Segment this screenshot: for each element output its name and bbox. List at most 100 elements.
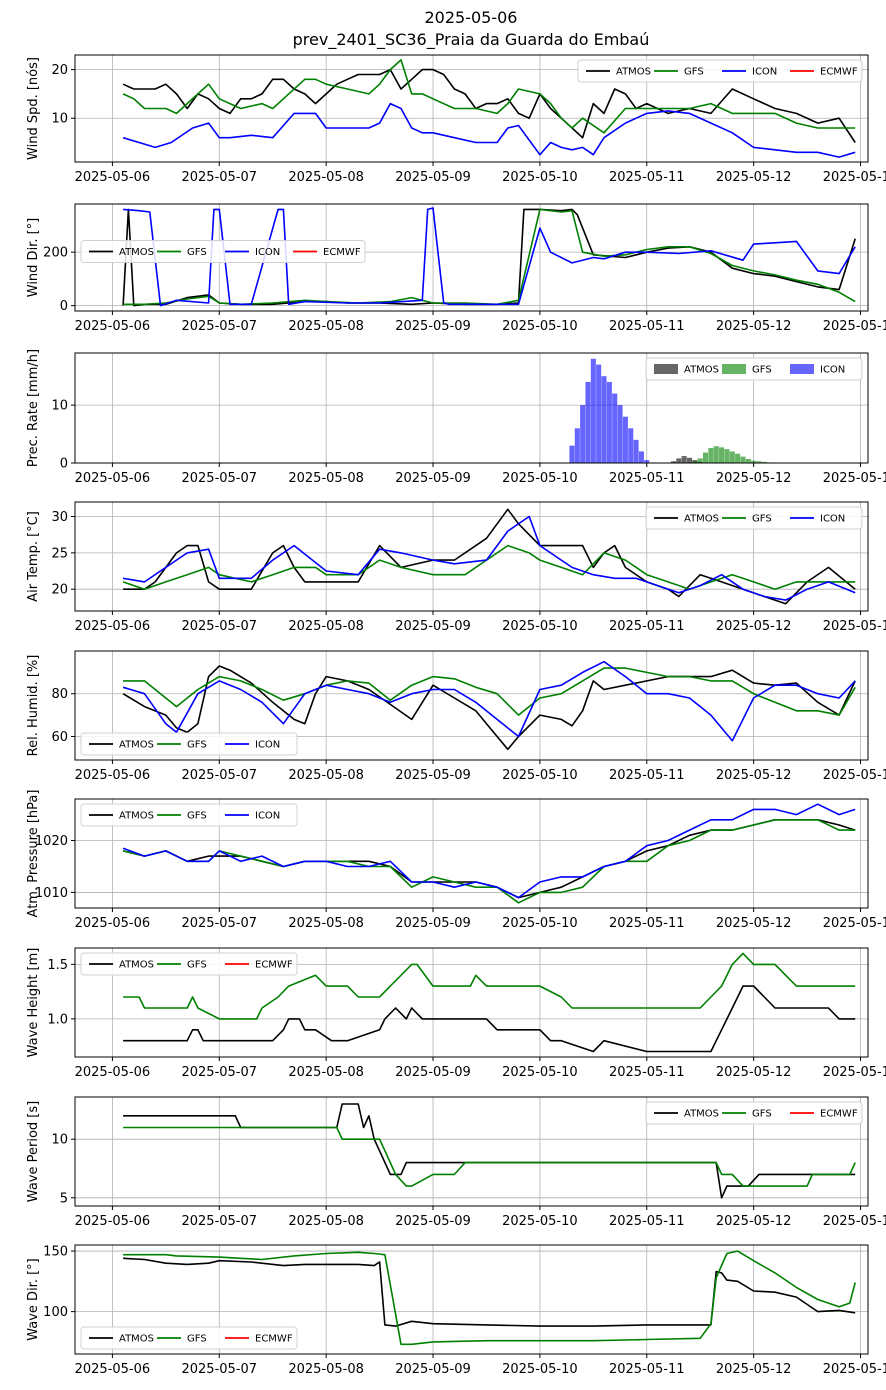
legend-swatch-atmos xyxy=(654,364,678,374)
panel-rel-humid: 60 80 2025-05-06 2025-05-07 2025-05-08 2025-0… xyxy=(26,650,886,783)
x-tick-label: 2025-05-07 xyxy=(181,619,257,634)
bar-icon xyxy=(580,405,586,463)
y-axis-label: Wave Height [m] xyxy=(26,948,41,1058)
y-tick-label: 20 xyxy=(51,63,68,78)
bar-atmos xyxy=(676,458,682,463)
x-tick-label: 2025-05-13 xyxy=(823,1214,886,1229)
legend-label-gfs: GFS xyxy=(752,1109,772,1120)
plot-area xyxy=(123,1250,856,1346)
x-tick-label: 2025-05-13 xyxy=(823,916,886,931)
x-tick-label: 2025-05-09 xyxy=(395,1362,471,1377)
series-line-atmos xyxy=(123,508,856,605)
bar-gfs xyxy=(729,451,735,463)
legend-label-ecmwf: ECMWF xyxy=(255,1334,293,1345)
x-tick-label: 2025-05-13 xyxy=(823,768,886,783)
bar-icon xyxy=(633,439,639,463)
x-tick-label: 2025-05-08 xyxy=(288,1214,364,1229)
x-tick-label: 2025-05-09 xyxy=(395,768,471,783)
y-tick-label: 60 xyxy=(51,730,68,745)
legend-box xyxy=(645,506,863,530)
series-line-gfs xyxy=(123,1126,856,1187)
bar-icon xyxy=(622,416,628,463)
x-tick-label: 2025-05-09 xyxy=(395,1214,471,1229)
y-tick-label: 80 xyxy=(51,687,68,702)
legend-box xyxy=(645,357,863,381)
x-tick-label: 2025-05-09 xyxy=(395,319,471,334)
legend-box xyxy=(645,1101,863,1125)
bar-gfs xyxy=(761,461,767,463)
legend-box xyxy=(80,732,298,756)
x-tick-label: 2025-05-12 xyxy=(716,1362,792,1377)
bar-icon xyxy=(569,445,575,463)
bar-icon xyxy=(628,428,634,463)
y-axis-label: Wave Dir. [°] xyxy=(26,1258,41,1341)
legend: ATMOS GFS ICON xyxy=(645,506,863,530)
x-tick-label: 2025-05-08 xyxy=(288,471,364,486)
x-tick-label: 2025-05-08 xyxy=(288,768,364,783)
x-tick-label: 2025-05-12 xyxy=(716,170,792,185)
bar-gfs xyxy=(703,452,709,463)
legend-label-atmos: ATMOS xyxy=(119,811,154,822)
series-line-icon xyxy=(122,515,856,601)
x-tick-label: 2025-05-12 xyxy=(716,319,792,334)
y-tick-label: 10 xyxy=(51,399,68,414)
series-line-gfs xyxy=(123,952,856,1020)
y-tick-label: 150 xyxy=(43,1245,68,1260)
x-tick-label: 2025-05-12 xyxy=(716,1065,792,1080)
bar-icon xyxy=(585,381,591,463)
x-tick-label: 2025-05-10 xyxy=(502,1065,578,1080)
x-tick-label: 2025-05-07 xyxy=(181,1362,257,1377)
legend-swatch-gfs xyxy=(722,364,746,374)
bar-gfs xyxy=(692,461,698,463)
y-axis-label: Prec. Rate [mm/h] xyxy=(26,349,41,467)
axes-frame xyxy=(74,947,869,1058)
x-tick-label: 2025-05-12 xyxy=(716,916,792,931)
x-tick-label: 2025-05-10 xyxy=(502,768,578,783)
bar-gfs xyxy=(745,458,751,463)
y-axis-label: Wind Dir. [°] xyxy=(26,218,41,298)
x-tick-label: 2025-05-10 xyxy=(502,170,578,185)
x-tick-label: 2025-05-11 xyxy=(609,170,685,185)
y-tick-label: 1.5 xyxy=(47,958,68,973)
legend-label-atmos: ATMOS xyxy=(684,1109,719,1120)
x-tick-label: 2025-05-13 xyxy=(823,471,886,486)
x-tick-label: 2025-05-11 xyxy=(609,319,685,334)
legend-label-gfs: GFS xyxy=(187,247,207,258)
x-tick-label: 2025-05-06 xyxy=(75,170,151,185)
panel-wind-spd-n-s: 10 20 2025-05-06 2025-05-07 2025-05-08 2025-0… xyxy=(26,54,886,185)
legend-label-gfs: GFS xyxy=(752,514,772,525)
x-tick-label: 2025-05-13 xyxy=(823,1065,886,1080)
plot-area xyxy=(122,803,856,904)
legend: ATMOS GFS ICON xyxy=(80,803,298,827)
legend-label-icon: ICON xyxy=(820,514,845,525)
legend-label-ecmwf: ECMWF xyxy=(323,247,361,258)
series-line-gfs xyxy=(123,1250,856,1346)
plot-area xyxy=(122,207,856,307)
y-tick-label: 100 xyxy=(43,1305,68,1320)
x-tick-label: 2025-05-06 xyxy=(75,471,151,486)
x-tick-label: 2025-05-12 xyxy=(716,471,792,486)
x-tick-label: 2025-05-08 xyxy=(288,1065,364,1080)
legend-label-atmos: ATMOS xyxy=(684,365,719,376)
bar-gfs xyxy=(751,460,757,463)
x-tick-label: 2025-05-11 xyxy=(609,1362,685,1377)
x-tick-label: 2025-05-07 xyxy=(181,1065,257,1080)
axes-frame xyxy=(74,1244,869,1355)
y-tick-label: 30 xyxy=(51,510,68,525)
legend-label-gfs: GFS xyxy=(187,811,207,822)
x-tick-label: 2025-05-07 xyxy=(181,768,257,783)
axes-frame xyxy=(74,352,869,464)
bar-gfs xyxy=(697,458,703,463)
x-tick-label: 2025-05-12 xyxy=(716,619,792,634)
figure-subtitle: prev_2401_SC36_Praia da Guarda do Embaú xyxy=(293,30,650,50)
x-tick-label: 2025-05-09 xyxy=(395,170,471,185)
axes-frame xyxy=(74,798,869,909)
legend-label-ecmwf: ECMWF xyxy=(255,960,293,971)
series-line-gfs xyxy=(122,59,856,134)
y-tick-label: 1.0 xyxy=(47,1012,68,1027)
x-tick-label: 2025-05-08 xyxy=(288,619,364,634)
y-tick-label: 200 xyxy=(43,246,68,261)
series-line-gfs xyxy=(122,544,856,591)
series-line-gfs xyxy=(122,818,856,904)
